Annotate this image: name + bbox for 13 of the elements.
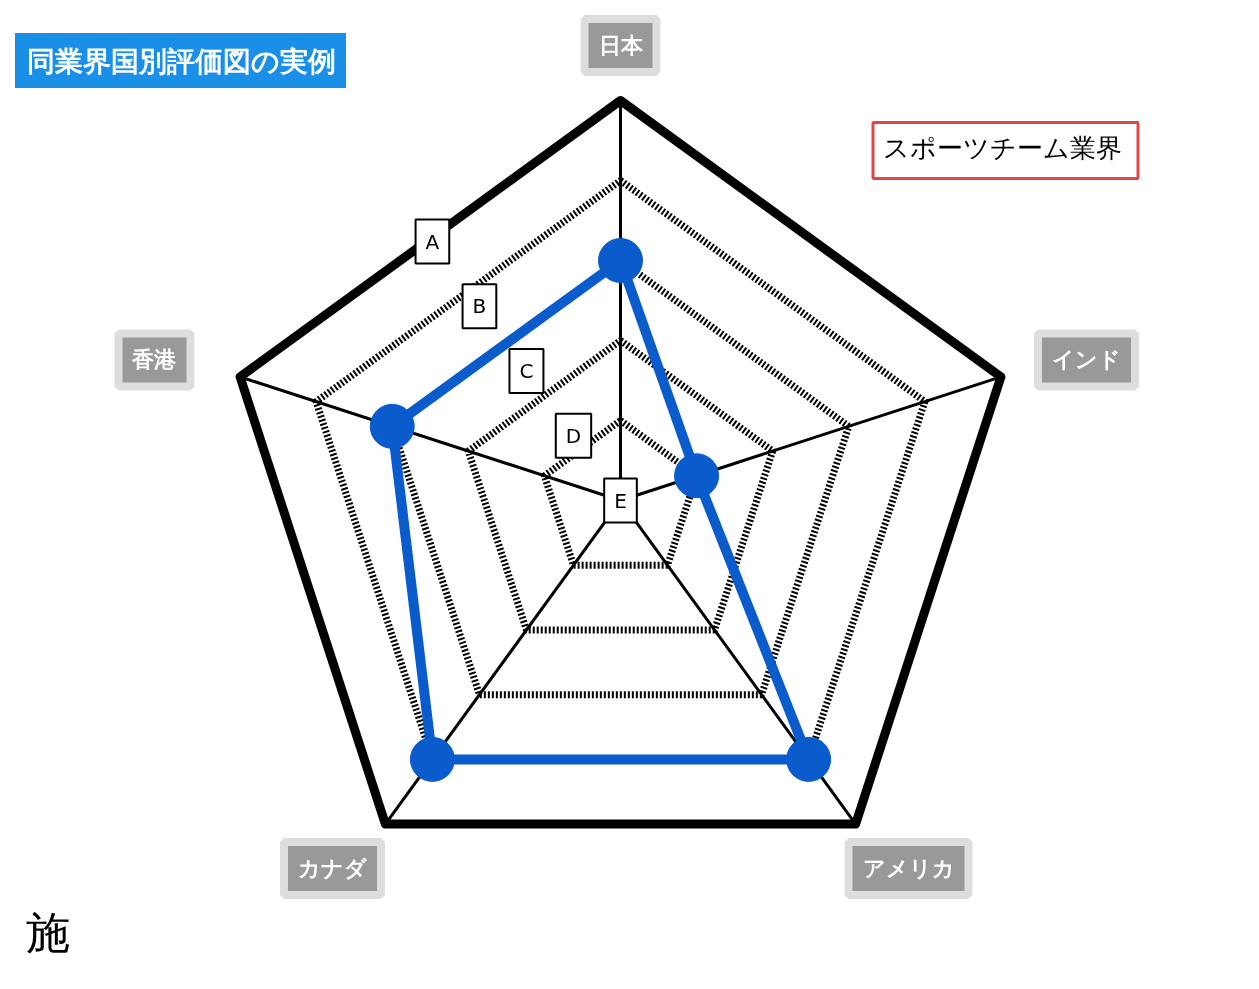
text: スポーツチーム業界	[883, 132, 1122, 163]
spoke-label: カナダ	[297, 856, 368, 882]
spoke-label: 日本	[598, 33, 644, 58]
spoke-label: インド	[1052, 347, 1122, 373]
spoke-label: アメリカ	[862, 856, 955, 882]
chart-title: 同業界国別評価図の実例	[27, 45, 336, 78]
spoke-label: 香港	[131, 347, 178, 373]
y-tick-label: A	[425, 229, 440, 254]
text: 施	[25, 907, 70, 958]
y-tick-label: C	[519, 359, 534, 384]
y-tick-label: E	[614, 488, 627, 513]
y-tick-label: D	[565, 423, 582, 448]
y-tick-label: B	[472, 294, 487, 319]
